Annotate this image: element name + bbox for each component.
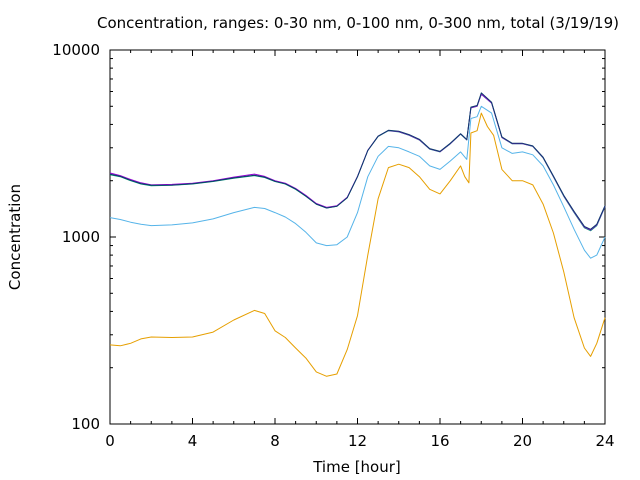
x-tick-label: 12	[348, 432, 367, 450]
series-line-3	[109, 93, 606, 232]
y-tick-label: 10000	[52, 41, 100, 59]
series-line-4	[109, 93, 606, 231]
tick-labels: 0 4 8 12 16 20 24 100 1000 10000	[52, 41, 614, 450]
chart-title: Concentration, ranges: 0-30 nm, 0-100 nm…	[97, 14, 619, 32]
series-line-2	[109, 105, 606, 259]
y-axis-label: Concentration	[6, 184, 24, 290]
axis-ticks	[109, 49, 606, 425]
plot-frame	[109, 49, 606, 425]
series-lines	[109, 92, 606, 377]
x-tick-label: 20	[513, 432, 532, 450]
x-tick-label: 16	[430, 432, 449, 450]
y-tick-label: 100	[71, 415, 100, 433]
x-tick-label: 24	[595, 432, 614, 450]
x-tick-label: 4	[188, 432, 198, 450]
x-tick-label: 8	[270, 432, 280, 450]
y-tick-label: 1000	[62, 228, 100, 246]
x-tick-label: 0	[105, 432, 115, 450]
series-line-1	[109, 112, 606, 377]
x-axis-label: Time [hour]	[312, 458, 401, 476]
series-line-5	[109, 92, 606, 230]
